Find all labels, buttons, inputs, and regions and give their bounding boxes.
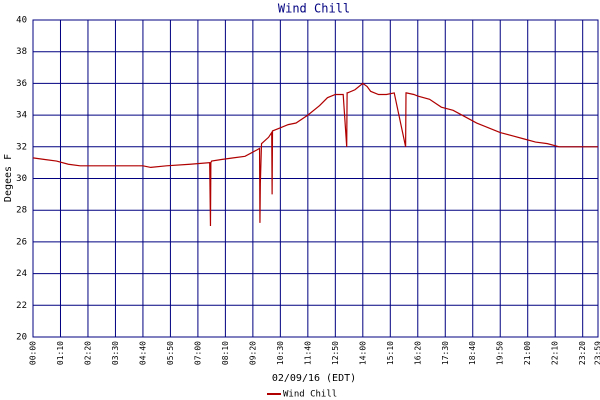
y-tick-label: 24: [16, 269, 27, 279]
x-tick-label: 05:50: [166, 341, 175, 365]
y-tick-label: 38: [16, 47, 27, 57]
x-tick-label: 00:00: [29, 341, 38, 365]
y-tick-label: 28: [16, 206, 27, 216]
plot-border: [32, 19, 599, 338]
x-tick-label: 02:20: [83, 341, 92, 365]
x-tick-label: 10:30: [276, 341, 285, 365]
x-tick-label: 21:00: [523, 341, 532, 365]
x-tick-label: 01:10: [56, 341, 65, 365]
x-tick-label: 23:59: [594, 341, 600, 365]
x-tick-label: 09:20: [248, 341, 257, 365]
x-tick-label: 22:10: [551, 341, 560, 365]
chart-title: Wind Chill: [278, 2, 350, 16]
x-axis-label: 02/09/16 (EDT): [272, 373, 356, 384]
x-tick-label: 17:30: [441, 341, 450, 365]
x-tick-label: 15:10: [386, 341, 395, 365]
x-tick-label: 16:20: [413, 341, 422, 365]
y-tick-label: 26: [16, 237, 27, 247]
x-tick-label: 03:30: [111, 341, 120, 365]
y-tick-label: 34: [16, 111, 27, 121]
y-tick-label: 20: [16, 333, 27, 343]
legend-label: Wind Chill: [283, 390, 337, 400]
y-tick-label: 22: [16, 301, 27, 311]
y-tick-label: 36: [16, 79, 27, 89]
x-tick-label: 12:50: [331, 341, 340, 365]
y-axis-label: Degees F: [3, 154, 14, 202]
x-tick-label: 19:50: [496, 341, 505, 365]
x-tick-label: 23:20: [578, 341, 587, 365]
x-tick-label: 14:00: [358, 341, 367, 365]
x-tick-label: 08:10: [221, 341, 230, 365]
y-tick-label: 30: [16, 174, 27, 184]
y-tick-label: 32: [16, 142, 27, 152]
x-tick-label: 07:00: [193, 341, 202, 365]
x-tick-label: 18:40: [468, 341, 477, 365]
x-tick-label: 04:40: [138, 341, 147, 365]
y-tick-label: 40: [16, 16, 27, 26]
data-line: [32, 82, 598, 227]
x-tick-label: 11:40: [303, 341, 312, 365]
